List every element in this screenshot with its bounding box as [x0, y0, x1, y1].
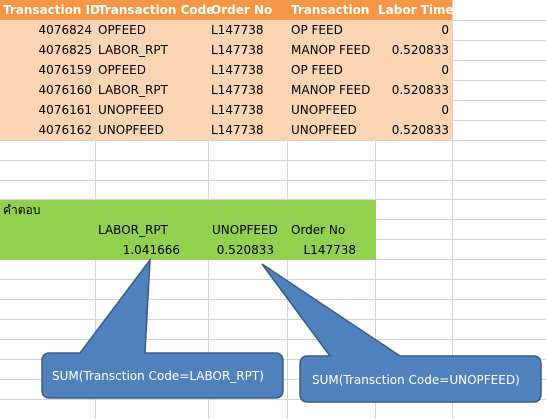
cell-transaction-id[interactable]: 4076825 — [38, 43, 92, 57]
table-data-band — [0, 20, 452, 140]
callout-right-shape[interactable] — [261, 263, 542, 403]
answer-header-unopfeed[interactable]: UNOPFEED — [212, 223, 278, 237]
cell-labor-time[interactable]: 0 — [441, 23, 449, 37]
cell-labor-time[interactable]: 0.520833 — [391, 83, 449, 97]
cell-order-no[interactable]: L147738 — [211, 103, 264, 117]
cell-transaction[interactable]: UNOPFEED — [291, 123, 357, 137]
header-order-no[interactable]: Order No — [211, 3, 273, 17]
cell-transaction-id[interactable]: 4076160 — [38, 83, 92, 97]
cell-transaction-code[interactable]: UNOPFEED — [98, 123, 164, 137]
cell-order-no[interactable]: L147738 — [211, 83, 264, 97]
table-header-row — [0, 0, 452, 20]
answer-label[interactable]: คำตอบ — [3, 203, 41, 217]
cell-transaction[interactable]: OP FEED — [291, 63, 343, 77]
cell-order-no[interactable]: L147738 — [211, 23, 264, 37]
cell-transaction-code[interactable]: UNOPFEED — [98, 103, 164, 117]
header-transaction-id[interactable]: Transaction ID — [3, 3, 101, 17]
cell-transaction-code[interactable]: OPFEED — [98, 23, 146, 37]
answer-block — [0, 200, 376, 260]
cell-transaction-code[interactable]: OPFEED — [98, 63, 146, 77]
cell-labor-time[interactable]: 0 — [441, 103, 449, 117]
cell-labor-time[interactable]: 0.520833 — [391, 43, 449, 57]
callout-left-text: SUM(Transction Code=LABOR_RPT) — [52, 369, 264, 383]
cell-transaction-id[interactable]: 4076159 — [38, 63, 92, 77]
cell-transaction-code[interactable]: LABOR_RPT — [98, 83, 168, 97]
cell-labor-time[interactable]: 0.520833 — [391, 123, 449, 137]
cell-transaction[interactable]: UNOPFEED — [291, 103, 357, 117]
cell-transaction-id[interactable]: 4076824 — [38, 23, 92, 37]
callout-left-shape[interactable] — [41, 257, 284, 399]
answer-header-order-no[interactable]: Order No — [291, 223, 346, 237]
answer-value-unopfeed[interactable]: 0.520833 — [216, 243, 274, 257]
cell-transaction[interactable]: MANOP FEED — [291, 43, 371, 57]
answer-value-order-no[interactable]: L147738 — [303, 243, 357, 257]
cell-labor-time[interactable]: 0 — [441, 63, 449, 77]
cell-order-no[interactable]: L147738 — [211, 123, 264, 137]
cell-transaction-id[interactable]: 4076162 — [38, 123, 92, 137]
header-transaction-code[interactable]: Transaction Code — [98, 3, 215, 17]
cell-order-no[interactable]: L147738 — [211, 63, 264, 77]
cell-order-no[interactable]: L147738 — [211, 43, 264, 57]
answer-value-labor-rpt[interactable]: 1.041666 — [122, 243, 180, 257]
header-transaction[interactable]: Transaction — [291, 3, 370, 17]
cell-transaction[interactable]: OP FEED — [291, 23, 343, 37]
callout-right-text: SUM(Transction Code=UNOPFEED) — [312, 373, 520, 387]
cell-transaction[interactable]: MANOP FEED — [291, 83, 371, 97]
cell-transaction-code[interactable]: LABOR_RPT — [98, 43, 168, 57]
cell-transaction-id[interactable]: 4076161 — [38, 103, 92, 117]
header-labor-time[interactable]: Labor Time — [378, 3, 454, 17]
answer-header-labor-rpt[interactable]: LABOR_RPT — [98, 223, 168, 237]
